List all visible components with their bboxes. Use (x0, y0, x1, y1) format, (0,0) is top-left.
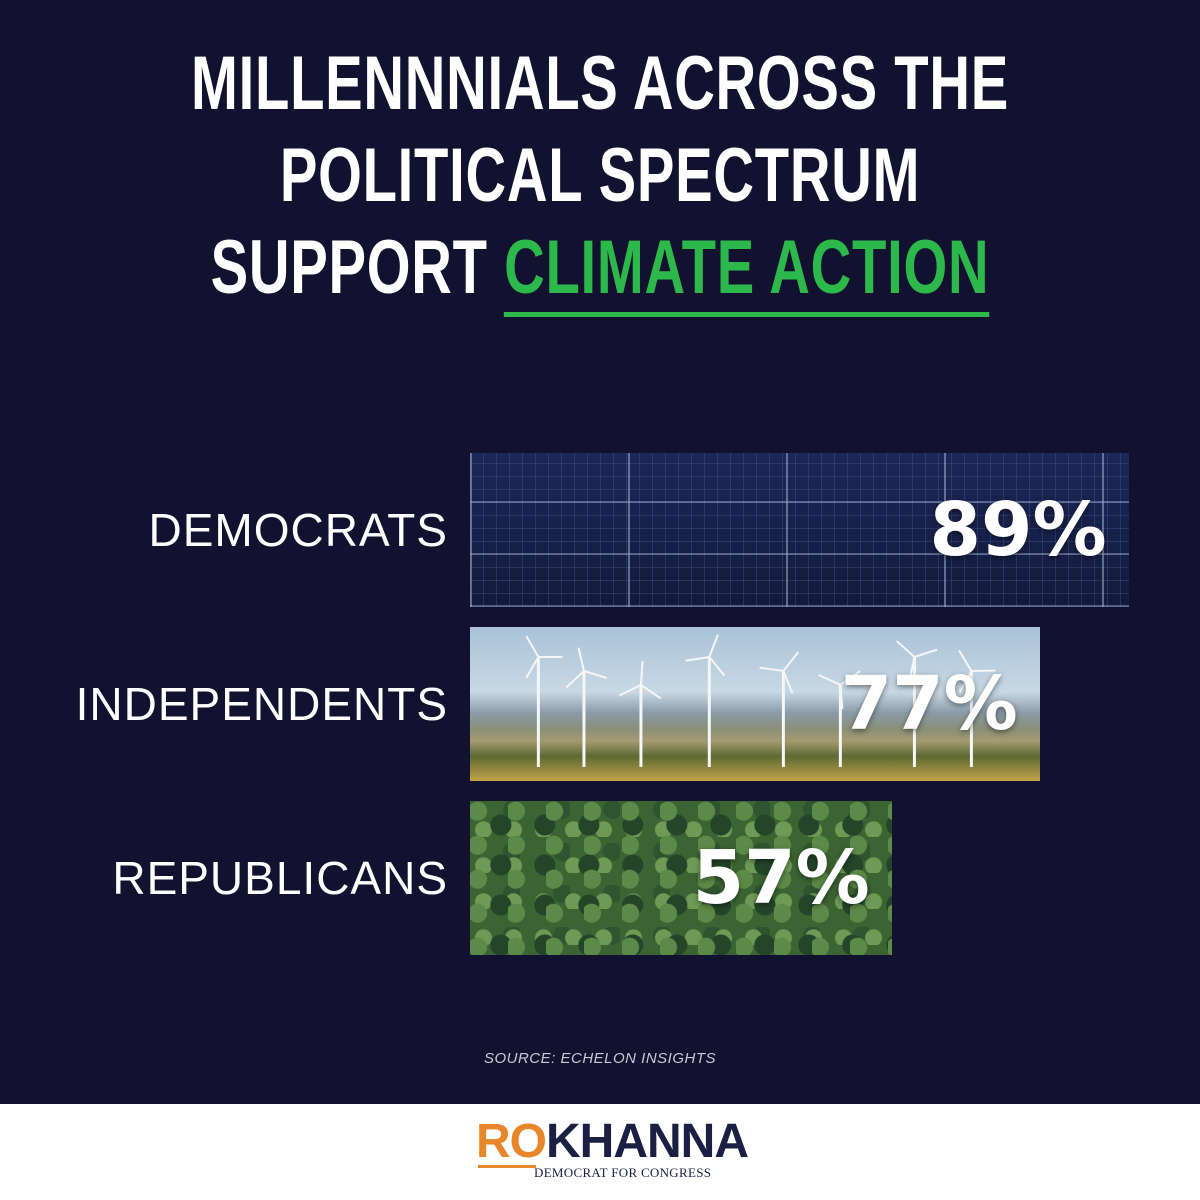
page-title: MILLENNNIALS ACROSS THE POLITICAL SPECTR… (156, 38, 1044, 317)
footer-banner: ROKHANNA DEMOCRAT FOR CONGRESS (0, 1104, 1200, 1200)
category-label-republicans: REPUBLICANS (112, 852, 448, 904)
category-label-independents: INDEPENDENTS (75, 678, 448, 730)
title-line-3: SUPPORT CLIMATE ACTION (156, 222, 1044, 317)
bar-democrats: 89% (470, 453, 1129, 607)
title-line-3-prefix: SUPPORT (210, 225, 505, 310)
title-line-2: POLITICAL SPECTRUM (279, 133, 921, 218)
value-label-republicans: 57% (692, 835, 870, 921)
campaign-logo: ROKHANNA DEMOCRAT FOR CONGRESS (476, 1118, 749, 1182)
category-label-democrats: DEMOCRATS (148, 504, 448, 556)
title-accent-climate-action: CLIMATE ACTION (504, 225, 990, 317)
value-label-democrats: 89% (929, 487, 1107, 573)
bar-independents: 77% (470, 627, 1040, 781)
logo-subtitle: DEMOCRAT FOR CONGRESS (534, 1165, 712, 1180)
value-label-independents: 77% (840, 661, 1018, 747)
logo-khanna: KHANNA (546, 1115, 749, 1168)
logo-underline (478, 1165, 536, 1168)
logo-wordmark: ROKHANNA (476, 1115, 749, 1168)
logo-ro: RO (476, 1115, 547, 1168)
source-note: SOURCE: ECHELON INSIGHTS (483, 1050, 717, 1067)
bar-republicans: 57% (470, 801, 892, 955)
title-line-1: MILLENNNIALS ACROSS THE (191, 41, 1009, 126)
wind-turbines-illustration (525, 634, 996, 767)
